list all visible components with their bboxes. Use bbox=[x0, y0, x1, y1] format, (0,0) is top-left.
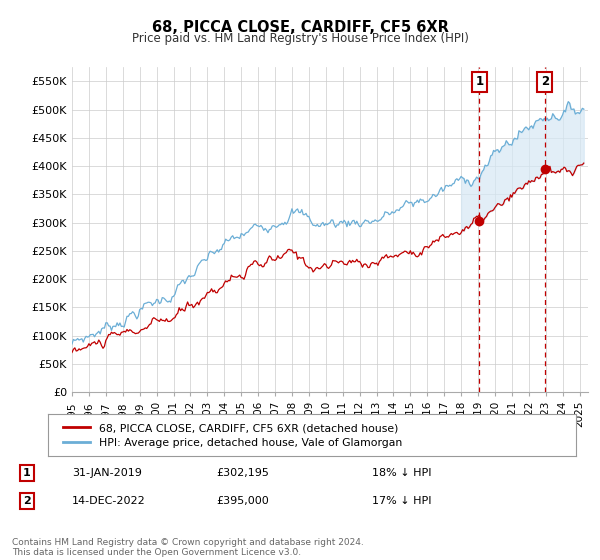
Text: 1: 1 bbox=[475, 75, 484, 88]
Text: Price paid vs. HM Land Registry's House Price Index (HPI): Price paid vs. HM Land Registry's House … bbox=[131, 32, 469, 45]
Legend: 68, PICCA CLOSE, CARDIFF, CF5 6XR (detached house), HPI: Average price, detached: 68, PICCA CLOSE, CARDIFF, CF5 6XR (detac… bbox=[59, 419, 406, 452]
Text: 1: 1 bbox=[23, 468, 31, 478]
Text: Contains HM Land Registry data © Crown copyright and database right 2024.
This d: Contains HM Land Registry data © Crown c… bbox=[12, 538, 364, 557]
Text: 31-JAN-2019: 31-JAN-2019 bbox=[72, 468, 142, 478]
Text: 2: 2 bbox=[23, 496, 31, 506]
Text: 68, PICCA CLOSE, CARDIFF, CF5 6XR: 68, PICCA CLOSE, CARDIFF, CF5 6XR bbox=[152, 20, 448, 35]
Text: 14-DEC-2022: 14-DEC-2022 bbox=[72, 496, 146, 506]
Text: £395,000: £395,000 bbox=[216, 496, 269, 506]
Text: 2: 2 bbox=[541, 75, 549, 88]
Text: 17% ↓ HPI: 17% ↓ HPI bbox=[372, 496, 431, 506]
Text: £302,195: £302,195 bbox=[216, 468, 269, 478]
Text: 18% ↓ HPI: 18% ↓ HPI bbox=[372, 468, 431, 478]
